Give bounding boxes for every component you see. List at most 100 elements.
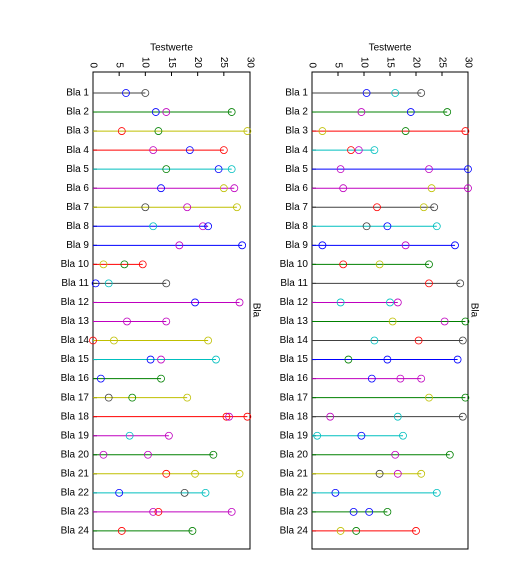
dot (399, 431, 407, 440)
plot-frame (311, 71, 469, 550)
dot (185, 146, 194, 155)
y-tick-label: Bla 3 (285, 126, 308, 137)
y-tick-label: Bla 13 (61, 316, 90, 327)
x-tick-label: 10 (140, 57, 151, 69)
dot (425, 165, 433, 174)
dot (219, 146, 228, 155)
dot (175, 241, 184, 250)
y-tick-label: Bla 7 (285, 202, 308, 213)
dot (104, 279, 113, 288)
y-tick-label: Bla 22 (61, 487, 90, 498)
dot (144, 450, 152, 459)
dot (362, 89, 371, 97)
dot (357, 108, 366, 116)
dot (388, 317, 397, 326)
y-tick-label: Bla 8 (285, 221, 308, 232)
dot (162, 279, 171, 288)
x-tick-label: 5 (332, 62, 343, 68)
axis-title: Testwerte (150, 43, 193, 54)
dot (427, 184, 436, 193)
y-tick-label: Bla 21 (280, 468, 309, 479)
dot (412, 527, 420, 535)
dot (209, 450, 218, 459)
y-tick-label: Bla 6 (66, 183, 89, 194)
x-tick-label: 0 (87, 62, 98, 68)
dot (191, 298, 199, 307)
dot (370, 336, 379, 345)
dot (336, 298, 345, 307)
dot (214, 165, 223, 174)
dot (104, 393, 113, 402)
y-tick-label: Bla 16 (61, 373, 90, 384)
y-tick-label: Bla 11 (280, 278, 308, 289)
dot (440, 317, 449, 326)
x-tick-label: 5 (114, 62, 125, 68)
y-tick-label: Bla 10 (280, 259, 309, 270)
dot (393, 412, 402, 421)
dot (141, 89, 150, 97)
dot (162, 469, 171, 478)
dot (458, 336, 467, 345)
x-tick-label: 30 (462, 57, 473, 69)
dot (464, 184, 472, 193)
dot (138, 260, 147, 269)
y-tick-label: Bla 23 (280, 507, 309, 518)
axis-title: Testwerte (369, 43, 412, 54)
y-tick-label: Bla 9 (285, 240, 308, 251)
dot (123, 317, 131, 326)
x-tick-label: 20 (192, 57, 203, 69)
dot (318, 127, 327, 135)
dot (99, 450, 108, 459)
dot (326, 412, 335, 421)
y-tick-label: Bla 4 (285, 145, 308, 156)
dot (89, 336, 97, 345)
dot (393, 298, 402, 307)
dot (201, 488, 210, 497)
dot (373, 203, 381, 212)
y-tick-label: Bla 17 (61, 392, 90, 403)
y-tick-label: Bla 22 (280, 487, 309, 498)
y-tick-label: Bla 12 (61, 297, 90, 308)
dot (432, 222, 441, 231)
dot (417, 374, 426, 383)
dot (339, 184, 348, 193)
dot (456, 279, 465, 288)
dot (461, 127, 470, 135)
x-tick-label: 25 (218, 57, 229, 69)
y-tick-label: Bla 14 (61, 335, 90, 346)
dot (149, 146, 158, 155)
dot (425, 279, 433, 288)
dot (417, 469, 426, 478)
dot (117, 127, 126, 135)
dot (204, 222, 213, 231)
dot (235, 469, 244, 478)
dot (157, 355, 165, 364)
dot (91, 279, 100, 288)
y-tick-label: Bla 15 (280, 354, 309, 365)
dot (110, 336, 118, 345)
y-tick-label: Bla 1 (66, 88, 89, 99)
dot (318, 241, 327, 250)
dot (339, 260, 348, 269)
dot (386, 298, 394, 307)
y-tick-label: Bla 10 (61, 259, 90, 270)
y-tick-label: Bla 7 (66, 202, 89, 213)
dot (222, 412, 231, 421)
dot (162, 317, 171, 326)
dot (183, 203, 192, 212)
dot (365, 507, 374, 516)
dot (383, 507, 392, 516)
dot (154, 507, 163, 516)
dot (162, 108, 171, 116)
dot (162, 165, 171, 174)
dot (227, 507, 236, 516)
dot (154, 127, 163, 135)
dot (396, 374, 405, 383)
dot (149, 222, 158, 231)
y-tick-label: Bla 23 (61, 507, 90, 518)
dot (225, 412, 233, 421)
dot (235, 298, 244, 307)
y-axis-label: Bla (468, 303, 479, 318)
y-tick-label: Bla 18 (61, 411, 90, 422)
dot (453, 355, 462, 364)
